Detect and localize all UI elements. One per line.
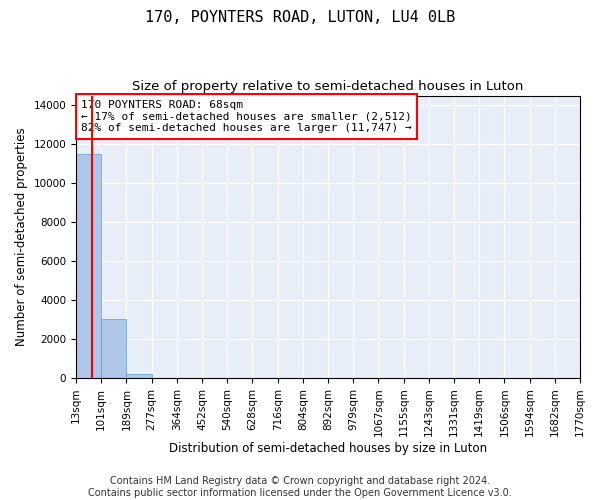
Text: 170, POYNTERS ROAD, LUTON, LU4 0LB: 170, POYNTERS ROAD, LUTON, LU4 0LB [145, 10, 455, 25]
Bar [101, 318, 127, 378]
Title: Size of property relative to semi-detached houses in Luton: Size of property relative to semi-detach… [133, 80, 524, 93]
Text: Contains HM Land Registry data © Crown copyright and database right 2024.
Contai: Contains HM Land Registry data © Crown c… [88, 476, 512, 498]
Text: 170 POYNTERS ROAD: 68sqm
← 17% of semi-detached houses are smaller (2,512)
82% o: 170 POYNTERS ROAD: 68sqm ← 17% of semi-d… [81, 100, 412, 133]
Bar [127, 374, 152, 378]
Bar [76, 154, 101, 378]
X-axis label: Distribution of semi-detached houses by size in Luton: Distribution of semi-detached houses by … [169, 442, 487, 455]
Y-axis label: Number of semi-detached properties: Number of semi-detached properties [15, 128, 28, 346]
